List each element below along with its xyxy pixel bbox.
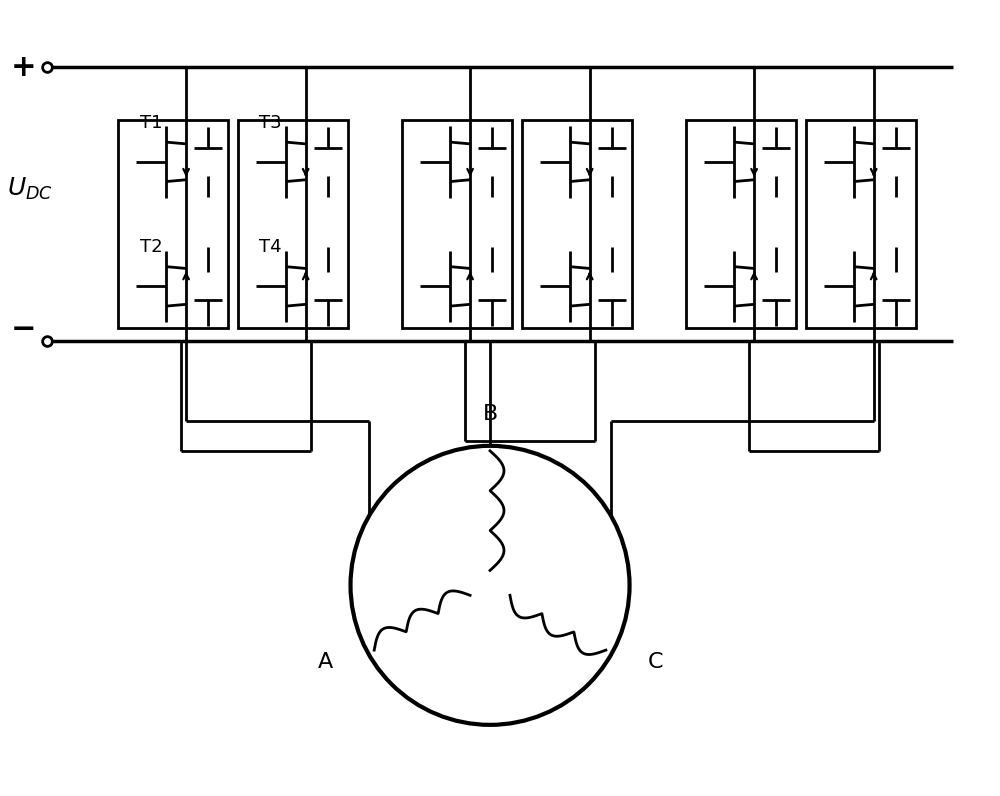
Polygon shape [599,272,625,300]
Polygon shape [479,272,505,300]
Polygon shape [195,148,221,176]
Bar [806,120,916,328]
Polygon shape [763,148,789,176]
Text: T4: T4 [259,238,282,256]
Text: T3: T3 [259,114,282,131]
Polygon shape [763,272,789,300]
Text: C: C [647,652,663,672]
Bar [118,120,228,328]
Bar [522,120,632,328]
Polygon shape [883,148,909,176]
Bar [238,120,348,328]
Text: B: B [482,404,498,424]
Polygon shape [315,272,341,300]
Polygon shape [883,272,909,300]
Polygon shape [195,272,221,300]
Text: T1: T1 [140,114,162,131]
Circle shape [351,446,630,725]
Text: A: A [317,652,333,672]
Polygon shape [315,148,341,176]
Bar [402,120,512,328]
Bar [686,120,796,328]
Text: +: + [11,53,36,82]
Text: $U_{DC}$: $U_{DC}$ [7,176,53,202]
Polygon shape [599,148,625,176]
Polygon shape [479,148,505,176]
Text: −: − [11,314,36,344]
Text: T2: T2 [140,238,163,256]
